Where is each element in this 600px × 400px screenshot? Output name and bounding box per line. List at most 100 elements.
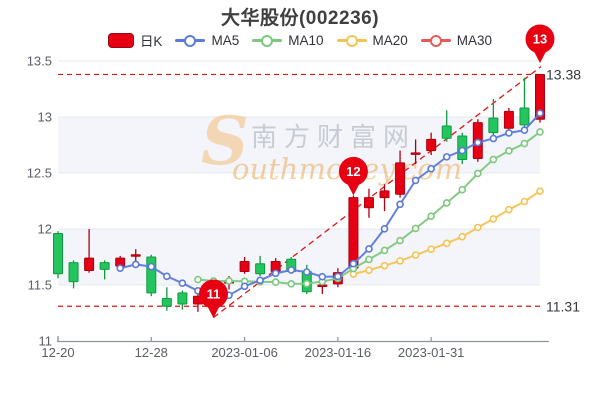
candle xyxy=(441,125,452,139)
high-price-label: 13.38 xyxy=(546,66,581,82)
candle xyxy=(503,110,514,129)
ma5-marker xyxy=(256,276,264,285)
badge-label: 13 xyxy=(533,32,547,47)
ma20-marker xyxy=(365,266,373,275)
price-badge-13: 13 xyxy=(525,24,555,63)
ma10-marker xyxy=(505,147,513,155)
legend-item-日k[interactable]: 日K xyxy=(107,30,163,50)
ma20-marker xyxy=(411,251,420,259)
badge-circle xyxy=(338,156,368,186)
legend-item-label: MA10 xyxy=(288,32,324,48)
ma5-line-swatch-icon xyxy=(175,34,206,47)
ma20-marker xyxy=(536,187,544,195)
x-axis-tick-label: 2023-01-16 xyxy=(305,345,372,360)
low-price-label: 11.31 xyxy=(546,298,580,314)
legend-item-label: MA5 xyxy=(211,32,240,48)
candle xyxy=(426,138,437,152)
candle xyxy=(379,190,390,199)
legend-item-ma10[interactable]: MA10 xyxy=(252,32,324,48)
ma10-marker xyxy=(489,155,498,164)
badge-label: 12 xyxy=(346,164,360,179)
ma5-marker xyxy=(302,268,311,276)
ma10-marker xyxy=(380,246,389,255)
ma10-marker xyxy=(520,139,529,148)
ma5-marker xyxy=(458,146,467,155)
ma5-marker xyxy=(334,272,342,281)
legend-item-ma5[interactable]: MA5 xyxy=(175,33,239,48)
ma5-marker xyxy=(489,134,498,143)
candle xyxy=(99,262,110,270)
ma20-marker xyxy=(474,223,482,232)
ma30-line-swatch-icon xyxy=(420,34,451,47)
badge-label: 11 xyxy=(207,286,221,301)
ma10-marker xyxy=(225,277,233,285)
ma20-marker xyxy=(505,205,513,214)
ma5-marker xyxy=(349,259,358,268)
ma5-marker xyxy=(396,200,404,209)
ma5-marker xyxy=(505,129,513,137)
ma20-marker xyxy=(458,232,467,241)
ma5-marker xyxy=(147,262,156,271)
candle xyxy=(177,292,188,305)
legend-item-label: MA30 xyxy=(456,32,493,48)
ma20-marker xyxy=(489,215,498,223)
legend-item-label: MA20 xyxy=(372,32,408,48)
y-axis-tick-label: 11.5 xyxy=(28,278,52,293)
ma10-marker xyxy=(474,169,482,178)
ma20-marker xyxy=(520,197,529,206)
y-axis-tick-label: 12.5 xyxy=(27,166,52,181)
ma10-line-swatch-icon xyxy=(252,34,283,47)
ma5-marker xyxy=(474,138,482,147)
ma10-marker xyxy=(287,279,296,288)
candle xyxy=(363,197,374,209)
candle xyxy=(239,260,250,273)
x-axis-tick-label: 12-20 xyxy=(41,345,74,360)
ma5-marker xyxy=(520,126,529,135)
trend-dashed-line xyxy=(213,66,542,318)
ma5-marker xyxy=(427,164,435,173)
ma5-marker xyxy=(163,272,171,281)
candle xyxy=(519,107,530,126)
ma5-marker xyxy=(271,269,280,278)
candle xyxy=(410,152,421,155)
legend: 日K MA5 MA10 MA20 MA30 xyxy=(0,30,600,50)
candle xyxy=(535,73,545,120)
ma5-marker xyxy=(287,266,296,274)
ma5-marker xyxy=(380,224,389,233)
daily-k-swatch-icon xyxy=(107,32,134,48)
candle xyxy=(395,162,406,195)
ma10-marker xyxy=(396,236,404,245)
ma20-line-swatch-icon xyxy=(336,34,367,47)
ma5-line xyxy=(119,112,541,299)
ma20-marker xyxy=(427,245,435,253)
ma10-marker xyxy=(536,128,544,136)
ma5-marker xyxy=(536,109,544,117)
legend-item-ma20[interactable]: MA20 xyxy=(336,32,408,48)
y-axis-tick-label: 11 xyxy=(39,334,53,349)
ma10-marker xyxy=(442,199,451,207)
badge-circle xyxy=(525,24,555,54)
candle xyxy=(130,254,141,257)
ma10-marker xyxy=(411,224,420,233)
candle xyxy=(68,262,79,283)
ma5-marker xyxy=(365,245,373,253)
ma20-marker xyxy=(396,257,404,265)
candle xyxy=(84,257,95,271)
x-axis-tick-label: 12-28 xyxy=(135,345,168,360)
ma5-marker xyxy=(116,264,124,273)
ma5-marker xyxy=(178,279,187,288)
candle xyxy=(161,297,172,307)
legend-item-ma30[interactable]: MA30 xyxy=(420,32,493,48)
ma10-marker xyxy=(271,278,280,286)
candle xyxy=(488,117,499,134)
legend-item-label: 日K xyxy=(139,34,163,49)
badge-circle xyxy=(198,279,228,309)
ma5-marker xyxy=(131,260,140,269)
y-axis-tick-label: 13.5 xyxy=(27,54,52,69)
ma10-marker xyxy=(458,185,467,194)
ma20-marker xyxy=(442,239,451,248)
ma5-marker xyxy=(318,272,327,281)
price-badge-11: 11 xyxy=(198,279,228,318)
x-axis-tick-label: 2023-01-31 xyxy=(398,345,465,360)
